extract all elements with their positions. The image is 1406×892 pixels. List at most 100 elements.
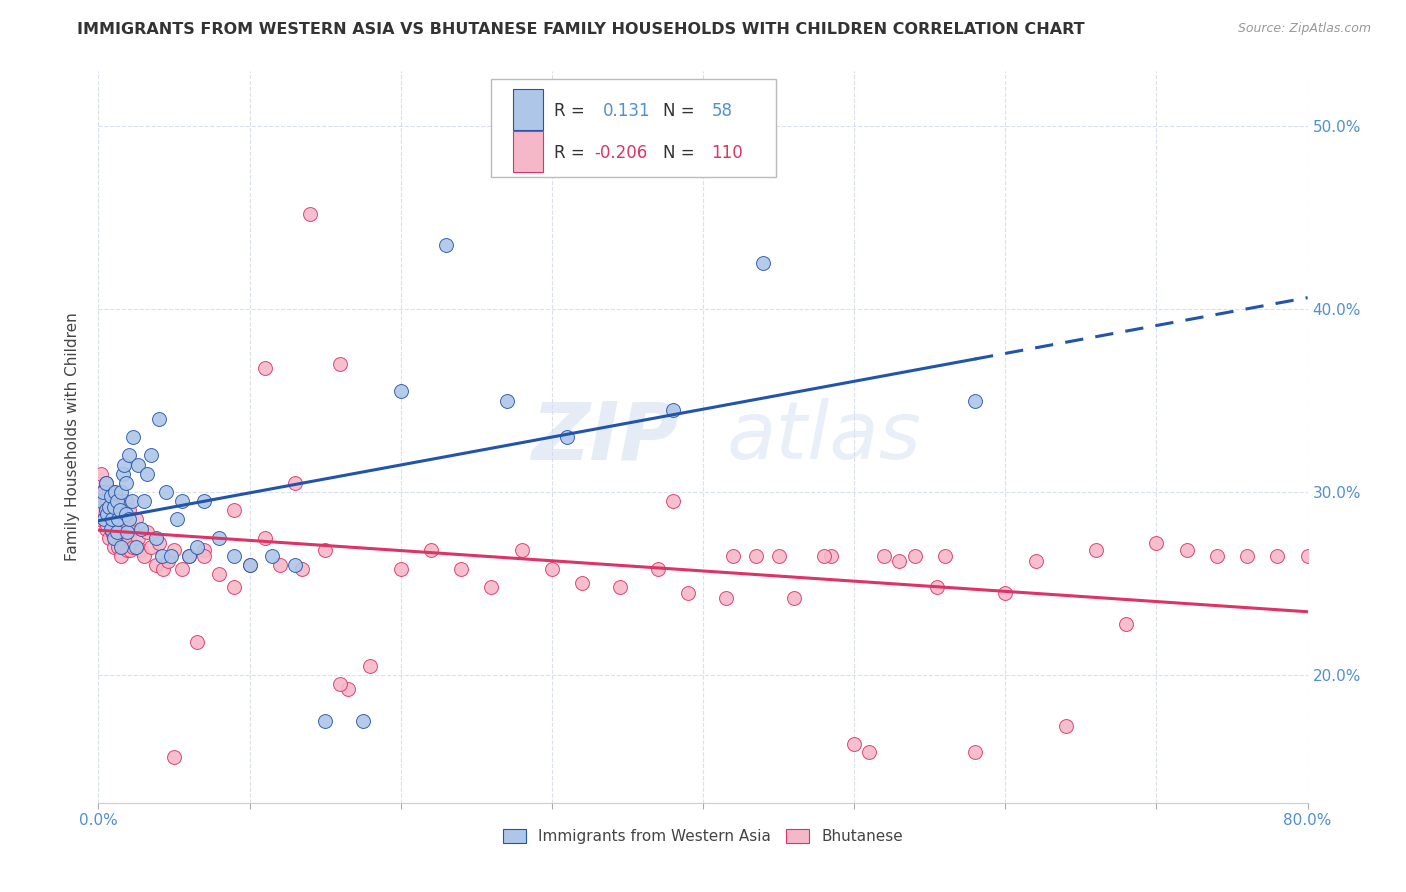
Point [93,489,115,503]
Point [98,531,121,545]
Text: IMMIGRANTS FROM WESTERN ASIA VS BHUTANESE FAMILY HOUSEHOLDS WITH CHILDREN CORREL: IMMIGRANTS FROM WESTERN ASIA VS BHUTANES… [77,22,1085,37]
Point [105,521,128,535]
Point [965,393,987,408]
Point [239,558,262,573]
Point [481,580,503,594]
Point [90,494,112,508]
Point [108,525,131,540]
Point [284,475,307,490]
Point [262,549,284,563]
Text: atlas: atlas [727,398,922,476]
Point [163,543,186,558]
Point [714,591,737,605]
Point [352,714,374,728]
Point [91,503,114,517]
Point [889,554,911,568]
Point [284,558,307,573]
Point [107,540,129,554]
Point [141,448,163,462]
Point [100,521,122,535]
Point [1085,543,1108,558]
Point [179,549,201,563]
Point [360,658,382,673]
Point [783,591,806,605]
Point [115,525,138,540]
Point [96,507,118,521]
Point [91,485,114,500]
Point [145,558,167,573]
Point [103,485,125,500]
Point [1115,616,1137,631]
Point [208,567,231,582]
Point [114,521,136,535]
Point [540,562,562,576]
Point [122,540,145,554]
Point [661,494,683,508]
Point [1144,536,1167,550]
Point [110,540,132,554]
Point [166,512,188,526]
Point [934,549,956,563]
Point [858,745,880,759]
Point [269,558,291,573]
Point [148,536,170,550]
Point [186,540,208,554]
Point [111,494,134,508]
Point [224,549,246,563]
Point [110,512,132,526]
Text: 58: 58 [711,103,733,120]
Point [299,207,322,221]
Point [98,500,121,514]
Point [1206,549,1229,563]
Point [179,549,201,563]
Point [115,543,138,558]
Point [1054,719,1077,733]
Point [434,238,457,252]
Point [768,549,790,563]
Point [420,543,443,558]
Point [1236,549,1258,563]
Point [104,531,127,545]
Point [510,543,533,558]
Point [90,485,112,500]
Point [609,580,631,594]
Point [193,549,215,563]
Point [661,402,683,417]
Point [752,256,775,270]
Point [110,549,132,563]
Point [129,521,152,535]
Point [101,525,124,540]
Point [1267,549,1289,563]
Point [208,531,231,545]
Point [118,503,141,517]
Point [118,531,141,545]
Point [96,494,118,508]
Point [329,677,352,691]
Point [96,517,118,532]
Point [89,512,111,526]
Point [103,512,125,526]
Point [155,485,177,500]
Point [101,512,124,526]
Point [450,562,472,576]
Point [820,549,842,563]
Point [291,562,314,576]
Point [122,430,145,444]
Point [127,458,149,472]
Point [224,503,246,517]
Point [647,562,669,576]
Point [103,500,125,514]
Point [94,503,117,517]
Point [152,562,174,576]
Point [107,512,129,526]
Point [105,494,128,508]
Point [120,543,142,558]
Point [193,494,215,508]
Point [314,714,336,728]
Point [94,475,117,490]
Point [224,580,246,594]
Point [101,503,124,517]
Point [135,467,157,481]
Point [104,503,127,517]
Point [100,494,122,508]
